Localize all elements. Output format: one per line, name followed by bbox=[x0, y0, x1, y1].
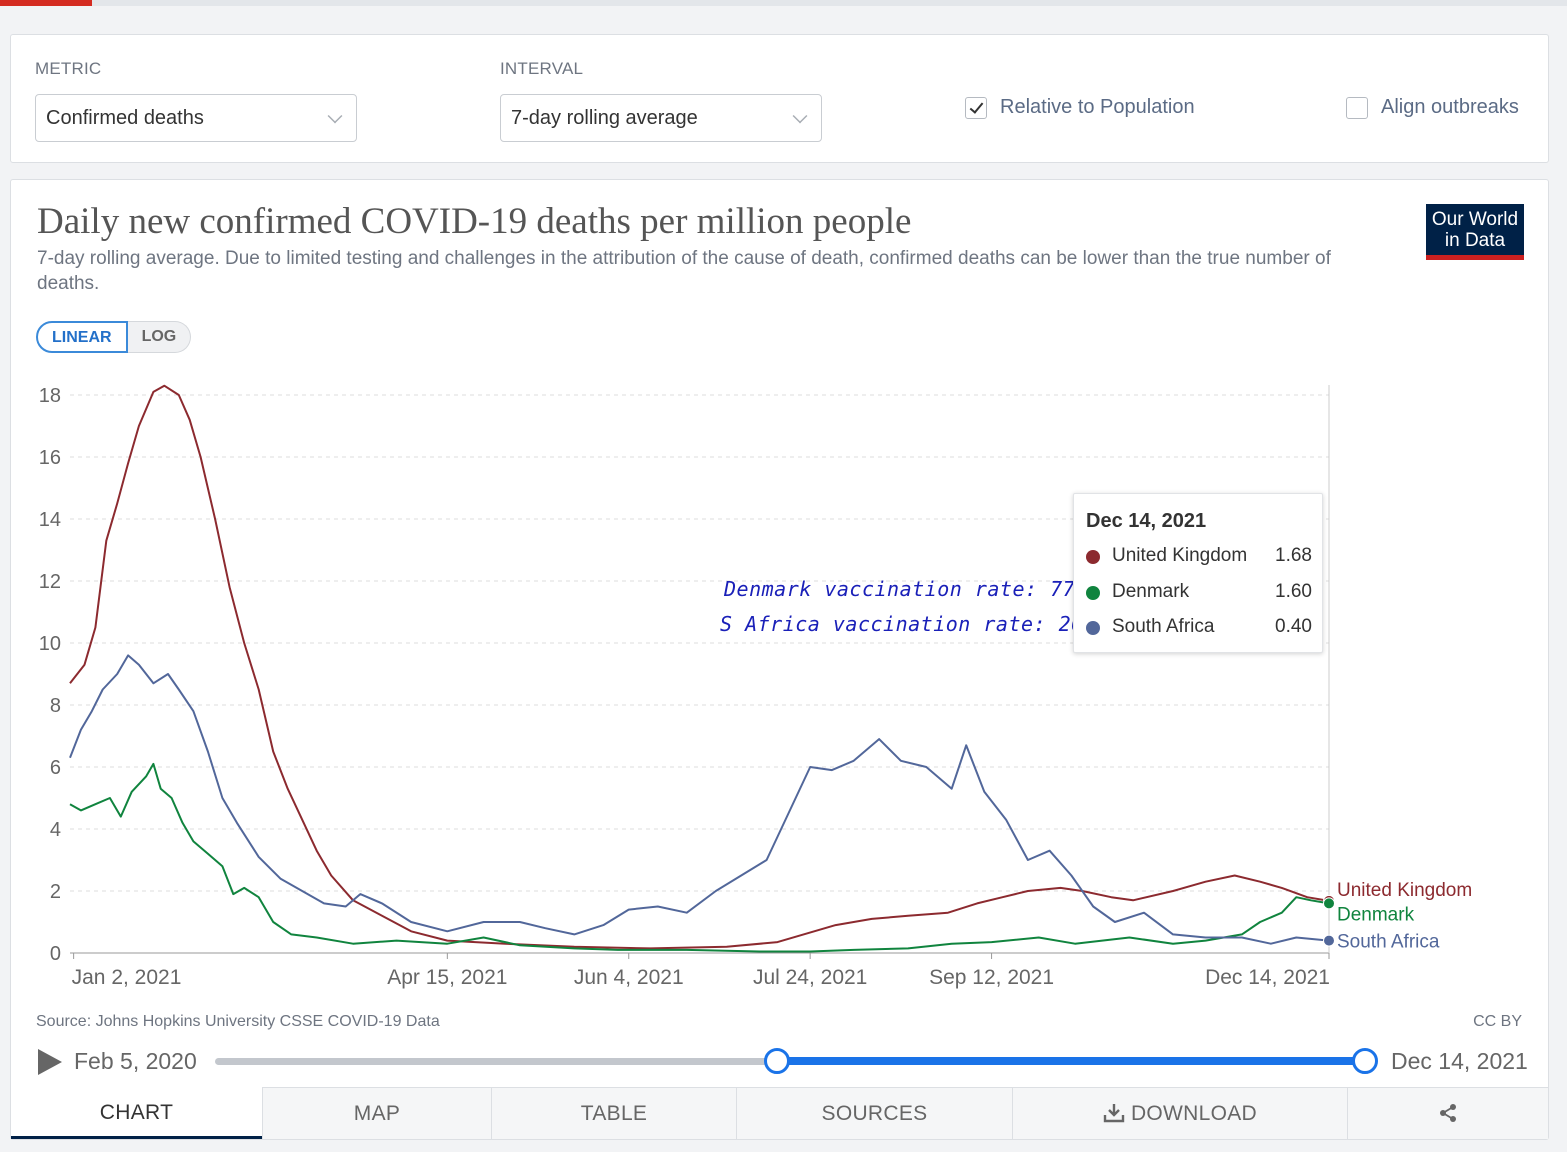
timeline-selected-range[interactable] bbox=[777, 1057, 1365, 1065]
tooltip-name: Denmark bbox=[1112, 581, 1190, 602]
play-icon[interactable] bbox=[38, 1049, 62, 1075]
series-end-label: Denmark bbox=[1337, 904, 1415, 925]
tab-table[interactable]: TABLE bbox=[491, 1087, 736, 1139]
interval-select[interactable]: 7-day rolling average bbox=[500, 94, 822, 142]
y-tick-label: 14 bbox=[39, 509, 61, 531]
tooltip-value: 1.68 bbox=[1275, 545, 1312, 566]
tooltip-name: South Africa bbox=[1112, 616, 1215, 637]
interval-select-value: 7-day rolling average bbox=[511, 107, 698, 129]
tab-download-label: DOWNLOAD bbox=[1130, 1102, 1258, 1125]
tooltip-row-denmark: Denmark 1.60 bbox=[1086, 581, 1312, 605]
y-tick-label: 0 bbox=[50, 943, 61, 965]
series-end-label: United Kingdom bbox=[1337, 880, 1472, 901]
chart-card: Daily new confirmed COVID-19 deaths per … bbox=[10, 179, 1549, 1140]
denmark-dot-icon bbox=[1086, 586, 1100, 600]
loading-progress bbox=[0, 0, 92, 6]
timeline-end-handle[interactable] bbox=[1352, 1048, 1378, 1074]
share-icon bbox=[1440, 1104, 1456, 1122]
tooltip-name: United Kingdom bbox=[1112, 545, 1248, 566]
relative-to-population-checkbox[interactable]: Relative to Population bbox=[965, 96, 1195, 119]
logo-line-2: in Data bbox=[1444, 230, 1506, 251]
chevron-down-icon bbox=[327, 108, 343, 124]
x-tick-label: Jul 24, 2021 bbox=[753, 966, 867, 989]
x-tick-label: Sep 12, 2021 bbox=[929, 966, 1054, 989]
tooltip-row-south-africa: South Africa 0.40 bbox=[1086, 616, 1312, 640]
metric-select-value: Confirmed deaths bbox=[46, 107, 204, 129]
scale-linear-button[interactable]: LINEAR bbox=[36, 321, 128, 353]
y-tick-label: 2 bbox=[50, 881, 61, 903]
x-tick-label: Jan 2, 2021 bbox=[72, 966, 182, 989]
y-tick-label: 16 bbox=[39, 447, 61, 469]
x-axis-ticks: Jan 2, 2021 Apr 15, 2021 Jun 4, 2021 Jul 24… bbox=[72, 953, 1330, 989]
tab-sources[interactable]: SOURCES bbox=[736, 1087, 1012, 1139]
y-tick-label: 4 bbox=[50, 819, 61, 841]
license-link[interactable]: CC BY bbox=[1473, 1013, 1522, 1030]
x-tick-label: Apr 15, 2021 bbox=[387, 966, 507, 989]
tab-map[interactable]: MAP bbox=[262, 1087, 491, 1139]
uk-dot-icon bbox=[1086, 550, 1100, 564]
checkmark-icon bbox=[969, 98, 984, 114]
tab-download[interactable]: DOWNLOAD bbox=[1012, 1087, 1347, 1139]
controls-panel: METRIC Confirmed deaths INTERVAL 7-day r… bbox=[10, 34, 1549, 163]
series-line-denmark bbox=[69, 762, 1330, 953]
logo-line-1: Our World bbox=[1431, 209, 1519, 230]
series-lines bbox=[69, 384, 1335, 953]
scale-toggle: LINEAR LOG bbox=[36, 321, 192, 353]
tab-chart[interactable]: CHART bbox=[11, 1087, 262, 1139]
owid-logo[interactable]: Our World in Data bbox=[1426, 204, 1524, 260]
loading-bar bbox=[0, 0, 1567, 6]
y-axis-ticks: 0 2 4 6 8 10 12 14 16 18 bbox=[39, 385, 61, 965]
interval-label: INTERVAL bbox=[500, 59, 584, 78]
source-note[interactable]: Source: Johns Hopkins University CSSE CO… bbox=[36, 1013, 440, 1030]
y-tick-label: 6 bbox=[50, 757, 61, 779]
y-tick-label: 18 bbox=[39, 385, 61, 407]
chart-subtitle: 7-day rolling average. Due to limited te… bbox=[37, 248, 1331, 294]
series-end-labels: United Kingdom Denmark South Africa bbox=[1337, 880, 1472, 953]
metric-label: METRIC bbox=[35, 59, 102, 78]
annotation-south-africa: S Africa vaccination rate: 26% bbox=[720, 612, 1097, 636]
gridlines bbox=[70, 385, 1330, 954]
y-tick-label: 10 bbox=[39, 633, 61, 655]
align-outbreaks-checkbox[interactable]: Align outbreaks bbox=[1346, 96, 1519, 119]
tooltip-value: 0.40 bbox=[1275, 616, 1312, 637]
tab-bar: CHART MAP TABLE SOURCES DOWNLOAD bbox=[11, 1087, 1548, 1139]
align-outbreaks-label: Align outbreaks bbox=[1381, 96, 1519, 118]
relative-to-population-label: Relative to Population bbox=[1000, 96, 1195, 118]
tooltip-value: 1.60 bbox=[1275, 581, 1312, 602]
tooltip-row-uk: United Kingdom 1.68 bbox=[1086, 545, 1312, 569]
series-end-point bbox=[1323, 897, 1335, 910]
timeline-start-date: Feb 5, 2020 bbox=[74, 1048, 197, 1074]
chart-tooltip: Dec 14, 2021 United Kingdom 1.68 Denmark… bbox=[1073, 493, 1323, 653]
checkbox-unchecked[interactable] bbox=[1346, 96, 1368, 119]
scale-log-button[interactable]: LOG bbox=[127, 321, 192, 353]
x-tick-label: Jun 4, 2021 bbox=[574, 966, 684, 989]
y-tick-label: 12 bbox=[39, 571, 61, 593]
x-tick-label: Dec 14, 2021 bbox=[1205, 966, 1330, 989]
series-end-label: South Africa bbox=[1337, 932, 1440, 953]
south-africa-dot-icon bbox=[1086, 621, 1100, 635]
chevron-down-icon bbox=[792, 108, 808, 124]
checkbox-checked[interactable] bbox=[965, 96, 987, 119]
annotation-denmark: Denmark vaccination rate: 77% bbox=[724, 577, 1088, 601]
series-line-united-kingdom bbox=[69, 384, 1330, 950]
tooltip-date: Dec 14, 2021 bbox=[1086, 510, 1207, 532]
series-end-point bbox=[1323, 934, 1335, 947]
y-tick-label: 8 bbox=[50, 695, 61, 717]
metric-select[interactable]: Confirmed deaths bbox=[35, 94, 357, 142]
tab-share[interactable] bbox=[1347, 1087, 1548, 1139]
series-line-south-africa bbox=[69, 654, 1330, 945]
download-icon bbox=[1103, 1104, 1125, 1123]
timeline-end-date: Dec 14, 2021 bbox=[1391, 1048, 1528, 1074]
timeline-start-handle[interactable] bbox=[764, 1048, 790, 1074]
chart-title: Daily new confirmed COVID-19 deaths per … bbox=[37, 201, 912, 242]
